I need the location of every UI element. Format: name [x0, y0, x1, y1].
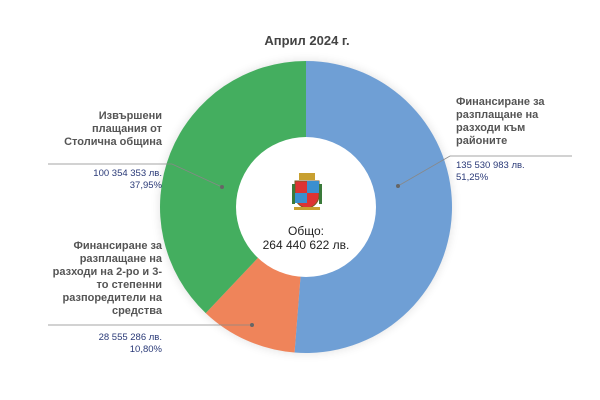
leader-line-blue	[397, 155, 572, 187]
slice-percent-blue: 51,25%	[456, 172, 489, 183]
sofia-coat-of-arms-icon	[292, 173, 322, 210]
leader-dot-orange	[250, 323, 254, 327]
slice-value-green: 100 354 353 лв. 37,95%	[50, 168, 162, 192]
slice-amount-orange: 28 555 286 лв.	[98, 332, 162, 343]
slice-label-orange: Финансиране за разплащане на разходи на …	[52, 240, 162, 317]
chart-title: Април 2024 г.	[264, 33, 350, 48]
total-value: 264 440 622 лв.	[262, 238, 350, 252]
donut-center-label: Общо: 264 440 622 лв.	[236, 224, 376, 252]
leader-line-green	[48, 163, 223, 188]
leader-dot-blue	[396, 184, 400, 188]
donut-slice-green	[160, 61, 306, 314]
slice-amount-green: 100 354 353 лв.	[93, 168, 162, 179]
slice-percent-green: 37,95%	[129, 180, 162, 191]
slice-percent-orange: 10,80%	[129, 344, 162, 355]
slice-label-green: Извършени плащания от Столична община	[64, 110, 162, 148]
total-label: Общо:	[288, 224, 324, 238]
slice-amount-blue: 135 530 983 лв.	[456, 160, 525, 171]
slice-value-blue: 135 530 983 лв. 51,25%	[456, 160, 568, 184]
slice-value-orange: 28 555 286 лв. 10,80%	[50, 332, 162, 356]
leader-dot-green	[220, 185, 224, 189]
slice-label-blue: Финансиране за разплащане на разходи към…	[456, 96, 545, 147]
